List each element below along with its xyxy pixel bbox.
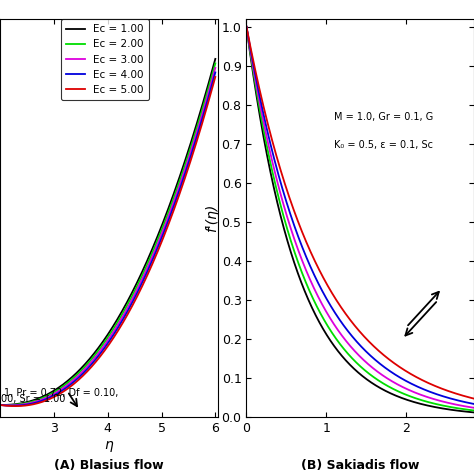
Ec = 2.00 [124, 303, 129, 309]
Text: M = 1.0, Gr = 0.1, G: M = 1.0, Gr = 0.1, G [334, 112, 434, 122]
Ec = 2.00 [10, 402, 16, 408]
Ec = 4.00 [124, 310, 129, 316]
Line: Ec = 1.00: Ec = 1.00 [0, 59, 215, 405]
Y-axis label: f'(η): f'(η) [205, 204, 219, 232]
Ec = 1.00 [129, 289, 135, 295]
Text: K₀ = 0.5, ε = 0.1, Sc: K₀ = 0.5, ε = 0.1, Sc [334, 140, 433, 150]
Ec = 2.00 [163, 218, 168, 223]
Ec = 3.00 [129, 296, 135, 301]
Ec = 1.00 [136, 276, 142, 282]
Ec = 5.00 [124, 313, 129, 319]
Line: Ec = 2.00: Ec = 2.00 [0, 64, 215, 405]
Ec = 5.00 [10, 403, 16, 409]
Line: Ec = 4.00: Ec = 4.00 [0, 73, 215, 406]
Text: (A) Blasius flow: (A) Blasius flow [54, 459, 164, 472]
X-axis label: η: η [105, 438, 113, 452]
Ec = 4.00 [163, 226, 168, 231]
Ec = 3.00 [163, 221, 168, 227]
Ec = 5.00 [185, 167, 191, 173]
Ec = 1.00 [0, 402, 3, 408]
Ec = 4.00 [129, 300, 135, 305]
Ec = 2.00 [0, 402, 3, 408]
Line: Ec = 5.00: Ec = 5.00 [0, 77, 215, 406]
Ec = 5.00 [163, 229, 168, 235]
Ec = 3.00 [185, 158, 191, 164]
Ec = 2.00 [136, 279, 142, 285]
Ec = 5.00 [136, 290, 142, 296]
Ec = 3.00 [136, 283, 142, 289]
Text: (B) Sakiadis flow: (B) Sakiadis flow [301, 459, 419, 472]
Line: Ec = 3.00: Ec = 3.00 [0, 68, 215, 405]
Ec = 1.00 [163, 213, 168, 219]
Ec = 2.00 [185, 154, 191, 160]
Ec = 3.00 [10, 402, 16, 408]
Ec = 3.00 [0, 402, 3, 408]
Ec = 1.00 [185, 150, 191, 155]
Ec = 4.00 [0, 402, 3, 408]
Ec = 4.00 [185, 163, 191, 168]
Ec = 1.00 [10, 401, 16, 407]
Legend: Ec = 1.00, Ec = 2.00, Ec = 3.00, Ec = 4.00, Ec = 5.00: Ec = 1.00, Ec = 2.00, Ec = 3.00, Ec = 4.… [61, 19, 149, 100]
Ec = 4.00 [136, 286, 142, 292]
Ec = 2.00 [129, 292, 135, 298]
Ec = 5.00 [0, 402, 3, 408]
Ec = 1.00 [124, 300, 129, 306]
Ec = 4.00 [10, 403, 16, 409]
Ec = 3.00 [124, 307, 129, 312]
Text: 00, Sr = 1.00: 00, Sr = 1.00 [1, 394, 65, 404]
Text: .1, Pr = 0.72, Df = 0.10,: .1, Pr = 0.72, Df = 0.10, [1, 388, 118, 398]
Ec = 5.00 [129, 303, 135, 309]
